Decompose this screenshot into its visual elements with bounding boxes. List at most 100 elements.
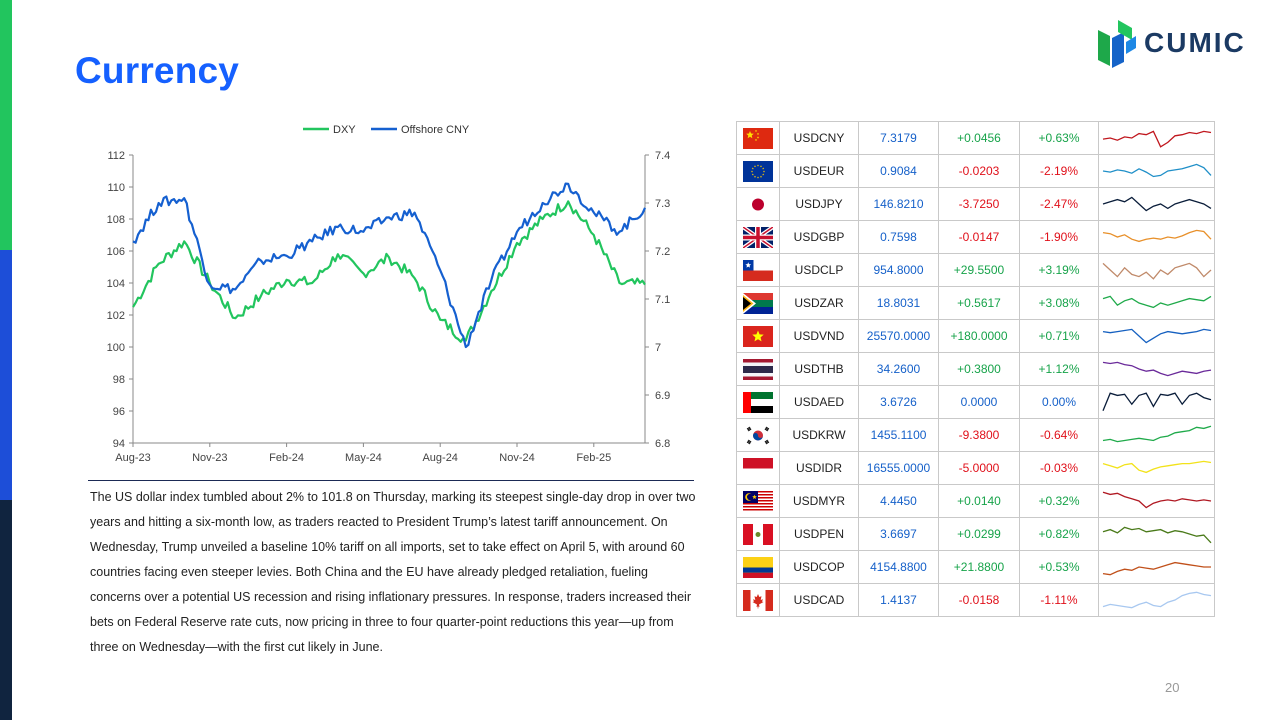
rate-value: 16555.0000 [858, 451, 939, 485]
currency-pair: USDVND [779, 319, 859, 353]
sparkline-cell [1098, 484, 1215, 518]
currency-pair: USDPEN [779, 517, 859, 551]
sparkline [1102, 561, 1211, 576]
sparkline [1102, 163, 1211, 178]
currency-pair: USDCOP [779, 550, 859, 584]
x-tick-label: Aug-23 [115, 452, 150, 464]
sparkline-cell [1098, 385, 1215, 419]
co-flag-icon [743, 556, 773, 578]
rate-change: -5.0000 [938, 451, 1020, 485]
rate-change-pct: -1.90% [1019, 220, 1099, 254]
rate-value: 954.8000 [858, 253, 939, 287]
y-left-tick-label: 98 [113, 374, 125, 386]
rate-change: +0.3800 [938, 352, 1020, 386]
x-tick-label: Nov-24 [499, 452, 534, 464]
rate-change-pct: +0.82% [1019, 517, 1099, 551]
rate-value: 1.4137 [858, 583, 939, 617]
flag-cell [736, 253, 780, 287]
rate-value: 0.9084 [858, 154, 939, 188]
rate-value: 3.6726 [858, 385, 939, 419]
rate-value: 7.3179 [858, 121, 939, 155]
rate-value: 4154.8800 [858, 550, 939, 584]
x-tick-label: Aug-24 [422, 452, 457, 464]
rate-value: 146.8210 [858, 187, 939, 221]
currency-pair: USDKRW [779, 418, 859, 452]
fx-rates-table: USDCNY 7.3179 +0.0456 +0.63% USDEUR 0.9084 -0.… [736, 121, 1215, 617]
flag-cell [736, 352, 780, 386]
rate-change: +0.0299 [938, 517, 1020, 551]
fx-row: USDJPY 146.8210 -3.7250 -2.47% [736, 187, 1215, 221]
edge-navy-segment [0, 500, 12, 720]
sparkline [1102, 491, 1211, 509]
dxy-cny-chart: 94 96 98 100 102 104 106 108 110 112 6.8 6.9 7 7.1 7.2… [107, 124, 671, 464]
rate-value: 0.7598 [858, 220, 939, 254]
rate-change-pct: +0.63% [1019, 121, 1099, 155]
edge-blue-segment [0, 250, 12, 500]
y-right-tick-label: 7.2 [655, 246, 670, 258]
sparkline [1102, 460, 1211, 474]
rate-value: 25570.0000 [858, 319, 939, 353]
left-edge-accent [0, 0, 12, 720]
rate-change: +0.0456 [938, 121, 1020, 155]
rate-change: +180.0000 [938, 319, 1020, 353]
fx-row: USDCLP 954.8000 +29.5500 +3.19% [736, 253, 1215, 287]
sparkline [1102, 328, 1211, 344]
y-left-tick-label: 108 [107, 214, 125, 226]
y-left-tick-label: 96 [113, 406, 125, 418]
flag-cell [736, 550, 780, 584]
rate-change: -0.0147 [938, 220, 1020, 254]
fx-row: USDPEN 3.6697 +0.0299 +0.82% [736, 517, 1215, 551]
flag-cell [736, 187, 780, 221]
y-right-tick-label: 6.9 [655, 390, 670, 402]
brand-logo: CUMIC [1096, 18, 1256, 70]
rate-change: +0.5617 [938, 286, 1020, 320]
rate-change-pct: +3.08% [1019, 286, 1099, 320]
vn-flag-icon [743, 325, 773, 347]
fx-row: USDCAD 1.4137 -0.0158 -1.11% [736, 583, 1215, 617]
x-tick-label: Nov-23 [192, 452, 227, 464]
rate-change: +0.0140 [938, 484, 1020, 518]
flag-cell [736, 121, 780, 155]
rate-change-pct: -0.03% [1019, 451, 1099, 485]
sparkline-cell [1098, 253, 1215, 287]
x-tick-label: Feb-24 [269, 452, 304, 464]
sparkline-cell [1098, 517, 1215, 551]
fx-row: USDIDR 16555.0000 -5.0000 -0.03% [736, 451, 1215, 485]
gb-flag-icon [743, 226, 773, 248]
sparkline-cell [1098, 319, 1215, 353]
sparkline [1102, 196, 1211, 212]
y-left-tick-label: 104 [107, 278, 125, 290]
currency-pair: USDIDR [779, 451, 859, 485]
flag-cell [736, 517, 780, 551]
page-title: Currency [75, 50, 240, 91]
rate-change-pct: +0.71% [1019, 319, 1099, 353]
fx-row: USDCOP 4154.8800 +21.8800 +0.53% [736, 550, 1215, 584]
fx-row: USDCNY 7.3179 +0.0456 +0.63% [736, 121, 1215, 155]
currency-pair: USDEUR [779, 154, 859, 188]
sparkline-cell [1098, 451, 1215, 485]
sparkline [1102, 130, 1211, 148]
fx-row: USDKRW 1455.1100 -9.3800 -0.64% [736, 418, 1215, 452]
id-flag-icon [743, 457, 773, 479]
rate-change-pct: +1.12% [1019, 352, 1099, 386]
rate-change: +21.8800 [938, 550, 1020, 584]
rate-change: -9.3800 [938, 418, 1020, 452]
sparkline-cell [1098, 121, 1215, 155]
rate-value: 4.4450 [858, 484, 939, 518]
rate-change: -0.0158 [938, 583, 1020, 617]
currency-pair: USDZAR [779, 286, 859, 320]
th-flag-icon [743, 358, 773, 380]
rate-change: 0.0000 [938, 385, 1020, 419]
kr-flag-icon [743, 424, 773, 446]
currency-pair: USDMYR [779, 484, 859, 518]
ca-flag-icon [743, 589, 773, 611]
fx-row: USDTHB 34.2600 +0.3800 +1.12% [736, 352, 1215, 386]
sparkline-cell [1098, 418, 1215, 452]
sparkline-cell [1098, 187, 1215, 221]
pe-flag-icon [743, 523, 773, 545]
sparkline-cell [1098, 583, 1215, 617]
flag-cell [736, 319, 780, 353]
y-right-tick-label: 7.1 [655, 294, 670, 306]
cl-flag-icon [743, 259, 773, 281]
rate-change-pct: -2.47% [1019, 187, 1099, 221]
